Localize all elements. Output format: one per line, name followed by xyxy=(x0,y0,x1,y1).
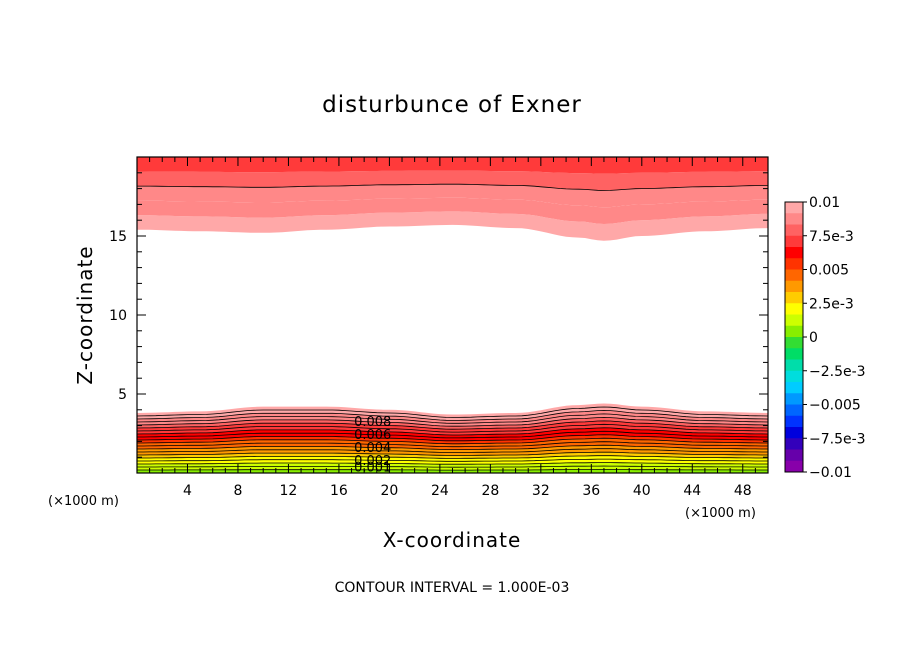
colorbar-swatch xyxy=(785,269,803,282)
x-tick-label: 32 xyxy=(532,483,550,499)
colorbar-swatch xyxy=(785,415,803,428)
colorbar-swatch xyxy=(785,292,803,304)
contour-label: 0.001 xyxy=(354,460,391,475)
colorbar-tick-label: −2.5e-3 xyxy=(809,364,866,380)
x-tick-label: 20 xyxy=(380,483,398,499)
contour-line xyxy=(136,406,769,418)
contour-line xyxy=(137,434,768,442)
contour-line xyxy=(137,455,768,459)
contour-line xyxy=(137,441,768,448)
contour-line xyxy=(136,416,769,427)
colorbar-swatch xyxy=(785,325,803,338)
colorbar-swatch xyxy=(785,348,803,360)
contour-band-lower xyxy=(137,448,768,456)
colorbar: 0.01 7.5e-3 0.005 2.5e-3 0 −2.5e-3 −0.005 −7.5e… xyxy=(784,195,866,481)
contour-band-lower xyxy=(137,445,768,453)
contour-band-lower xyxy=(137,441,768,450)
contour-band-lower xyxy=(137,431,768,441)
colorbar-swatch xyxy=(785,247,803,259)
contour-line xyxy=(136,427,769,436)
contour-line xyxy=(137,437,768,445)
y-tick-label: 10 xyxy=(109,308,127,324)
contour-label: 0.004 xyxy=(354,441,391,456)
contour-line xyxy=(137,465,768,468)
contour-line xyxy=(137,430,768,439)
contour-line xyxy=(137,458,768,462)
contour-line xyxy=(137,448,768,453)
colorbar-tick-label: 0 xyxy=(809,330,818,346)
contour-line xyxy=(136,423,769,433)
contour-line xyxy=(137,462,768,465)
colorbar-swatch xyxy=(785,404,803,417)
colorbar-swatch xyxy=(785,235,803,248)
contour-band-upper xyxy=(137,211,768,241)
x-tick-label: 28 xyxy=(481,483,499,499)
x-unit-label-left: (×1000 m) xyxy=(48,494,119,509)
colorbar-swatch xyxy=(785,314,803,327)
colorbar-swatch xyxy=(785,438,803,450)
y-axis-label: Z-coordinate xyxy=(73,245,97,384)
x-tick-label: 4 xyxy=(183,483,192,499)
colorbar-swatch xyxy=(785,258,803,270)
contour-line xyxy=(137,451,768,456)
x-tick-label: 40 xyxy=(633,483,651,499)
colorbar-tick-label: 2.5e-3 xyxy=(809,296,854,312)
chart-title: disturbunce of Exner xyxy=(322,92,582,118)
x-tick-label: 12 xyxy=(280,483,298,499)
colorbar-tick-label: 0.005 xyxy=(809,263,849,279)
colorbar-tick-label: −7.5e-3 xyxy=(809,431,866,447)
colorbar-swatch xyxy=(785,213,803,225)
contour-band-lower xyxy=(137,427,768,438)
y-tick-label: 5 xyxy=(118,387,127,403)
contour-line xyxy=(136,413,769,424)
contour-label: 0.002 xyxy=(354,454,391,469)
contour-band-lower xyxy=(137,434,768,444)
colorbar-swatch xyxy=(785,202,803,214)
x-axis-ticks: 4 8 12 16 20 24 28 32 36 40 44 48 xyxy=(149,157,756,499)
y-tick-label: 15 xyxy=(109,229,127,245)
colorbar-tick-label: 7.5e-3 xyxy=(809,229,854,245)
x-tick-label: 16 xyxy=(330,483,348,499)
x-tick-label: 48 xyxy=(734,483,752,499)
contour-line xyxy=(136,420,769,430)
contour-label: 0.006 xyxy=(354,428,391,443)
colorbar-swatch xyxy=(785,359,803,372)
y-axis-ticks: 5 10 15 xyxy=(109,172,768,458)
colorbar-swatch xyxy=(785,370,803,383)
contour-interval-note: CONTOUR INTERVAL = 1.000E-03 xyxy=(335,580,570,596)
colorbar-swatch xyxy=(785,382,803,394)
contour-line xyxy=(136,409,769,421)
colorbar-swatch xyxy=(785,280,803,293)
colorbar-tick-label: −0.01 xyxy=(809,465,852,481)
colorbar-tick-label: −0.005 xyxy=(809,398,861,414)
contour-band-upper xyxy=(137,197,768,224)
x-tick-label: 8 xyxy=(233,483,242,499)
contour-band-lower xyxy=(137,438,768,447)
contour-band-lower xyxy=(137,452,768,459)
contour-band-lower xyxy=(137,417,768,430)
contour-band-lower xyxy=(137,420,768,433)
contour-band-upper xyxy=(137,184,768,208)
colorbar-swatch xyxy=(785,427,803,439)
colorbar-swatch xyxy=(785,460,803,473)
x-unit-label-right: (×1000 m) xyxy=(685,506,756,521)
contour-band-lower xyxy=(137,424,768,435)
colorbar-tick-label: 0.01 xyxy=(809,195,840,211)
colorbar-swatch xyxy=(785,224,803,237)
contour-line xyxy=(137,183,769,191)
x-tick-label: 44 xyxy=(683,483,701,499)
x-tick-label: 36 xyxy=(582,483,600,499)
contour-band-upper xyxy=(137,157,768,174)
contour-band-upper xyxy=(137,170,768,191)
colorbar-swatch xyxy=(785,337,803,349)
contour-line xyxy=(137,444,768,450)
x-tick-label: 24 xyxy=(431,483,449,499)
colorbar-swatch xyxy=(785,303,803,315)
x-axis-label: X-coordinate xyxy=(383,528,522,552)
colorbar-swatch xyxy=(785,449,803,462)
colorbar-swatch xyxy=(785,393,803,405)
contour-label: 0.008 xyxy=(354,415,391,430)
